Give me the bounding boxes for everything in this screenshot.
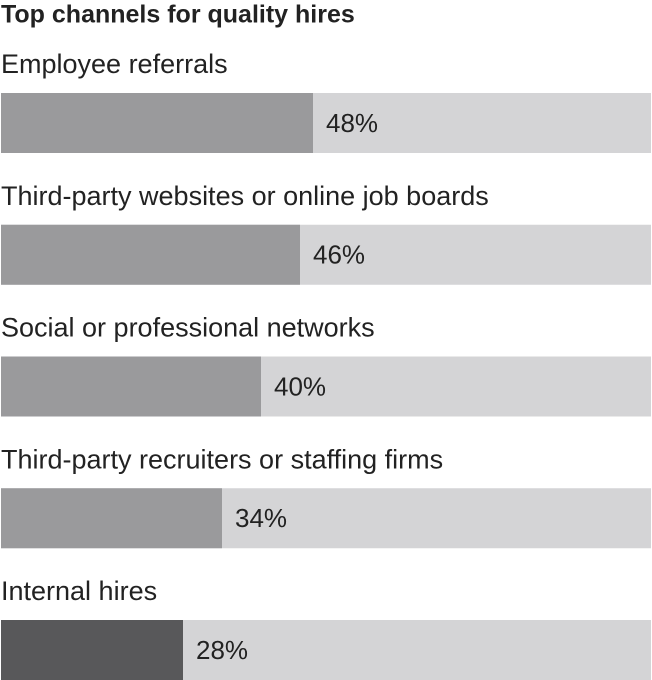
category-label: Employee referrals	[1, 49, 228, 79]
bar	[1, 356, 261, 417]
value-label: 46%	[313, 240, 365, 270]
chart-title: Top channels for quality hires	[1, 1, 355, 29]
bar	[1, 620, 183, 680]
category-label: Third-party websites or online job board…	[1, 181, 489, 211]
category-label: Internal hires	[1, 576, 157, 606]
category-label: Third-party recruiters or staffing firms	[1, 444, 443, 474]
bar	[1, 488, 222, 549]
bar	[1, 93, 313, 153]
value-label: 48%	[326, 108, 378, 138]
bar	[1, 224, 300, 285]
value-label: 34%	[235, 503, 287, 533]
value-label: 40%	[274, 371, 326, 401]
value-label: 28%	[196, 635, 248, 665]
category-label: Social or professional networks	[1, 313, 375, 343]
